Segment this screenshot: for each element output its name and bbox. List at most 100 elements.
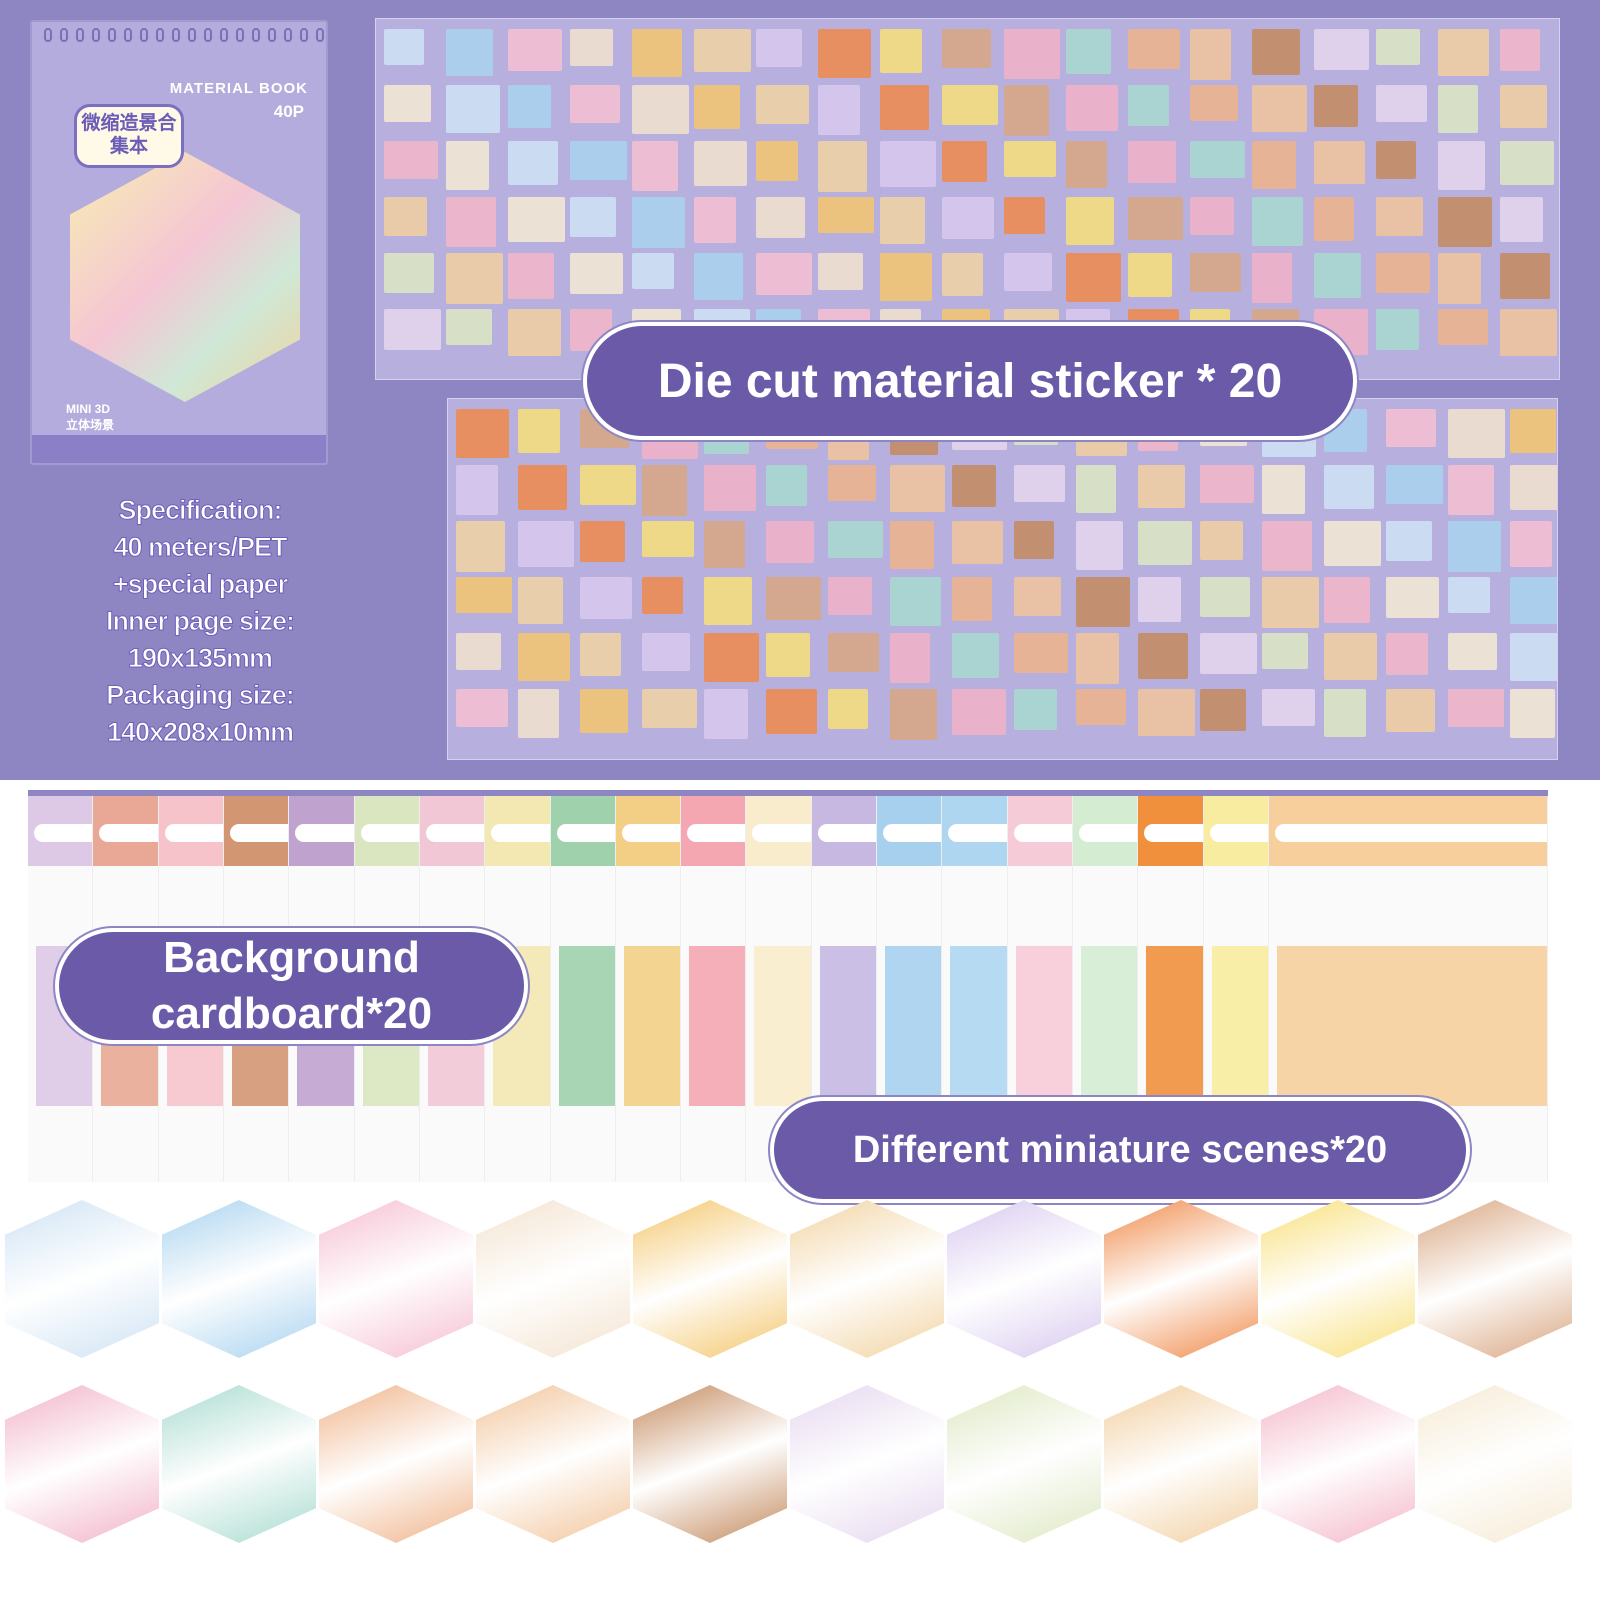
sticker-piece: [818, 85, 860, 135]
sticker-piece: [1252, 85, 1307, 132]
sticker-piece: [1510, 633, 1557, 681]
sticker-piece: [1438, 85, 1478, 133]
sticker-piece: [880, 141, 936, 187]
sticker-piece: [1004, 197, 1045, 234]
sticker-piece: [1128, 197, 1183, 240]
sticker-piece: [384, 85, 431, 122]
sticker-piece: [952, 521, 1003, 564]
sticker-piece: [1014, 577, 1061, 616]
sticker-piece: [1014, 633, 1068, 673]
sticker-piece: [1324, 689, 1366, 737]
cardboard-sheet: [811, 796, 878, 1182]
sticker-piece: [766, 521, 814, 563]
sticker-piece: [694, 85, 740, 129]
sticker-piece: [1076, 577, 1130, 627]
sticker-piece: [952, 633, 999, 678]
material-book-cover: MATERIAL BOOK 40P 微缩造景合集本 MINI 3D 立体场景: [30, 20, 328, 465]
sticker-piece: [632, 85, 689, 134]
sticker-piece: [1438, 197, 1492, 247]
book-label: MATERIAL BOOK: [169, 80, 308, 97]
sticker-piece: [1004, 85, 1049, 136]
cardboard-sheet: [942, 796, 1008, 1182]
sticker-piece: [1500, 309, 1557, 356]
miniature-scene: [947, 1200, 1101, 1358]
sticker-piece: [570, 253, 623, 294]
miniature-scene: [319, 1385, 473, 1543]
sticker-piece: [694, 197, 736, 243]
miniature-scene: [633, 1200, 787, 1358]
sticker-piece: [756, 29, 802, 67]
spec-line: Packaging size:: [106, 680, 296, 711]
sticker-piece: [818, 197, 874, 233]
sticker-piece: [1510, 577, 1557, 624]
cardboard-sheet: [615, 796, 682, 1182]
sticker-piece: [1448, 409, 1505, 458]
sticker-piece: [1324, 465, 1374, 509]
miniature-scene: [1261, 1200, 1415, 1358]
spec-line: 140x208x10mm: [106, 717, 294, 748]
miniature-scene: [1418, 1385, 1572, 1543]
sticker-label: Die cut material sticker * 20: [583, 322, 1357, 440]
mini-3d-label: MINI 3D 立体场景: [66, 402, 114, 433]
sticker-piece: [818, 29, 871, 78]
sticker-piece: [952, 577, 992, 621]
sticker-piece: [942, 85, 998, 125]
sticker-sheet: [447, 398, 1558, 760]
sticker-piece: [642, 521, 694, 557]
sticker-piece: [1448, 465, 1494, 515]
spiral-ring: [92, 28, 100, 42]
miniature-scene: [790, 1385, 944, 1543]
sticker-piece: [1066, 197, 1114, 245]
spec-line: 40 meters/PET: [113, 532, 288, 563]
spec-line: Specification:: [118, 495, 283, 526]
cardboard-sheet: [1268, 796, 1549, 1182]
spiral-ring: [124, 28, 132, 42]
sticker-piece: [1500, 141, 1554, 185]
cardboard-sheet: [681, 796, 747, 1182]
miniature-scene: [162, 1385, 316, 1543]
miniature-scene: [1104, 1200, 1258, 1358]
scenes-label: Different miniature scenes*20: [770, 1097, 1470, 1203]
sticker-piece: [456, 633, 501, 670]
miniature-scene: [5, 1200, 159, 1358]
sticker-piece: [446, 309, 492, 345]
sticker-piece: [1386, 689, 1435, 732]
sticker-piece: [446, 29, 493, 76]
miniature-scene: [476, 1385, 630, 1543]
spiral-ring: [252, 28, 260, 42]
sticker-piece: [942, 253, 983, 296]
sticker-piece: [508, 309, 561, 356]
miniature-scene: [319, 1200, 473, 1358]
sticker-piece: [570, 85, 620, 123]
spec-line: Inner page size:: [105, 606, 295, 637]
sticker-piece: [1200, 577, 1250, 617]
sticker-piece: [1448, 577, 1490, 613]
sticker-piece: [880, 29, 922, 73]
sticker-piece: [828, 577, 872, 615]
sticker-piece: [1066, 141, 1107, 188]
miniature-scene: [476, 1200, 630, 1358]
sticker-piece: [570, 141, 627, 180]
spiral-ring: [140, 28, 148, 42]
sticker-piece: [818, 253, 863, 290]
sticker-piece: [890, 521, 934, 569]
sticker-piece: [1138, 633, 1188, 679]
sticker-piece: [1190, 85, 1238, 121]
mini-cn-label: 立体场景: [66, 417, 115, 432]
sticker-piece: [642, 689, 697, 728]
sticker-piece: [508, 197, 565, 242]
sticker-piece: [384, 197, 427, 236]
spiral-ring: [108, 28, 116, 42]
sticker-piece: [384, 309, 441, 350]
sticker-piece: [632, 253, 674, 289]
sticker-piece: [1262, 633, 1308, 669]
sticker-piece: [1128, 253, 1172, 297]
sticker-piece: [766, 633, 810, 677]
sticker-piece: [694, 29, 751, 72]
sticker-piece: [518, 689, 559, 738]
spiral-ring: [268, 28, 276, 42]
cardboard-sheet: [1138, 796, 1204, 1182]
sticker-piece: [570, 197, 616, 237]
sticker-piece: [570, 29, 613, 66]
sticker-piece: [1376, 253, 1430, 293]
